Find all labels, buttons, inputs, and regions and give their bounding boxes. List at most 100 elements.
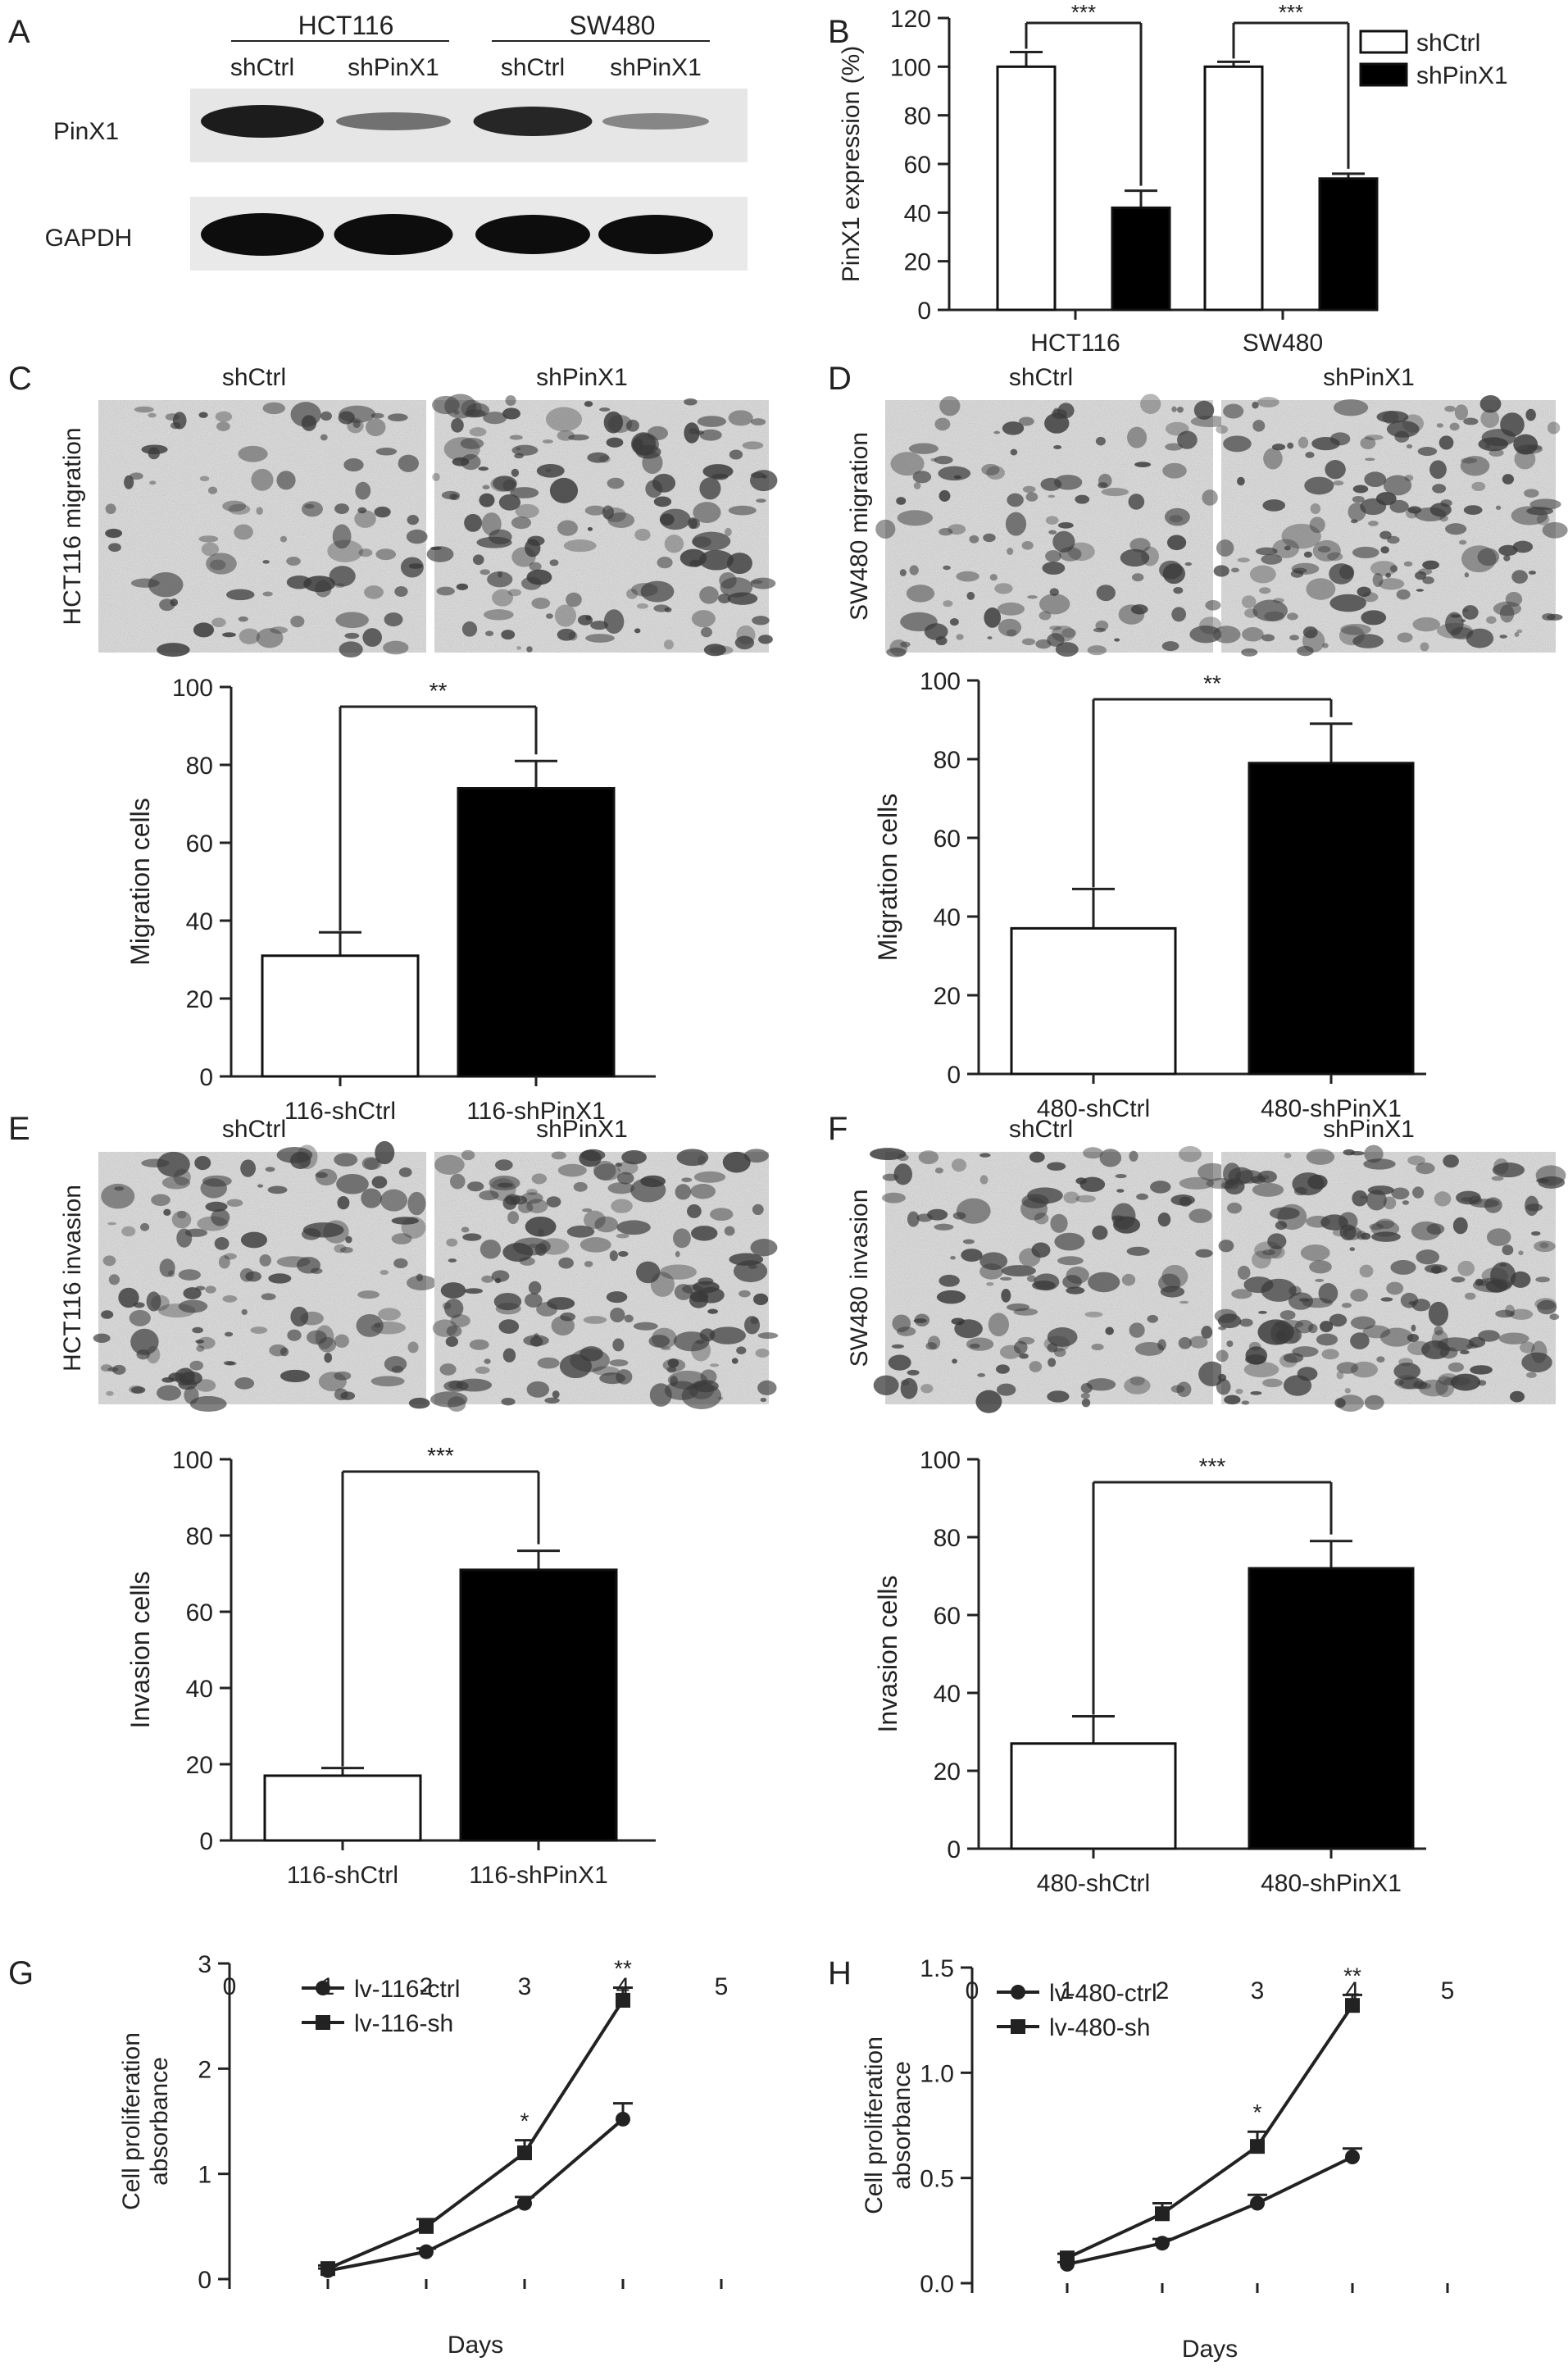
cell-blob bbox=[1398, 1358, 1414, 1367]
cell-blob bbox=[557, 520, 578, 536]
cell-blob bbox=[1333, 480, 1344, 486]
cell-blob bbox=[899, 569, 907, 576]
cell-blob bbox=[393, 1258, 408, 1269]
cell-blob bbox=[280, 1369, 311, 1383]
y-tick-label: 60 bbox=[186, 1599, 213, 1627]
cell-blob bbox=[1095, 436, 1106, 446]
cell-blob bbox=[276, 471, 296, 490]
cell-blob bbox=[1443, 1154, 1459, 1168]
cell-blob bbox=[434, 1154, 465, 1175]
cell-blob bbox=[507, 589, 522, 597]
point-marker bbox=[320, 2261, 335, 2277]
cell-blob bbox=[554, 604, 576, 627]
cell-blob bbox=[893, 1163, 912, 1185]
cell-blob bbox=[1218, 1326, 1226, 1331]
cell-blob bbox=[536, 463, 565, 478]
cell-blob bbox=[202, 1175, 232, 1187]
cell-blob bbox=[722, 1151, 751, 1173]
cell-blob bbox=[1002, 421, 1025, 435]
cell-blob bbox=[724, 1226, 735, 1236]
cell-blob bbox=[1334, 398, 1369, 416]
cell-blob bbox=[557, 1163, 587, 1177]
cell-blob bbox=[345, 1235, 352, 1244]
cell-blob bbox=[1530, 1340, 1548, 1363]
cell-blob bbox=[753, 1293, 769, 1305]
point-marker bbox=[616, 1992, 630, 2008]
cell-blob bbox=[466, 1181, 484, 1192]
cell-blob bbox=[695, 430, 704, 435]
cell-blob bbox=[1010, 448, 1018, 456]
cell-blob bbox=[501, 1397, 516, 1406]
cell-blob bbox=[290, 402, 321, 427]
cell-blob bbox=[1091, 1344, 1104, 1351]
cell-blob bbox=[528, 1281, 542, 1294]
cell-blob bbox=[966, 591, 975, 600]
cell-blob bbox=[583, 1316, 607, 1324]
cell-blob bbox=[222, 500, 247, 512]
cell-blob bbox=[1115, 1173, 1127, 1179]
cell-blob bbox=[497, 1182, 514, 1188]
cell-blob bbox=[262, 591, 273, 597]
x-tick-label: 480-shPinX1 bbox=[1261, 1095, 1402, 1122]
cell-blob bbox=[1352, 546, 1379, 559]
cell-blob bbox=[234, 1377, 255, 1390]
cell-blob bbox=[195, 1379, 216, 1392]
cell-blob bbox=[1542, 521, 1568, 539]
cell-blob bbox=[176, 1210, 187, 1219]
cell-blob bbox=[1310, 503, 1321, 514]
cell-blob bbox=[370, 1376, 405, 1387]
cell-blob bbox=[1336, 1395, 1364, 1412]
panel-letter-C: C bbox=[8, 361, 32, 397]
x-tick-label: 4 bbox=[1346, 1977, 1360, 2004]
y-tick-label: 1.5 bbox=[920, 1955, 954, 1982]
bar bbox=[459, 1568, 618, 1842]
cell-blob bbox=[1161, 641, 1179, 652]
cell-blob bbox=[1095, 620, 1109, 631]
cell-blob bbox=[580, 1149, 606, 1162]
micrograph-shpinx1 bbox=[429, 1149, 779, 1413]
cell-blob bbox=[666, 1366, 677, 1373]
cell-blob bbox=[482, 485, 490, 489]
cell-blob bbox=[703, 644, 726, 657]
cell-blob bbox=[1129, 1150, 1139, 1162]
cell-blob bbox=[1461, 605, 1479, 620]
cell-blob bbox=[1029, 1361, 1043, 1372]
y-tick-label: 100 bbox=[172, 1447, 213, 1474]
cell-blob bbox=[607, 1182, 635, 1194]
point-marker bbox=[517, 2195, 532, 2211]
cell-blob bbox=[1485, 444, 1491, 448]
cell-blob bbox=[320, 411, 332, 421]
cell-blob bbox=[1526, 1372, 1537, 1378]
cell-blob bbox=[371, 1176, 388, 1189]
cell-blob bbox=[391, 1365, 404, 1374]
cell-blob bbox=[159, 598, 175, 612]
cell-blob bbox=[1022, 638, 1036, 646]
bar bbox=[261, 954, 420, 1078]
cell-blob bbox=[375, 447, 398, 456]
cell-blob bbox=[1098, 473, 1112, 488]
cell-blob bbox=[653, 496, 672, 507]
cell-blob bbox=[108, 1274, 120, 1285]
cell-blob bbox=[1178, 1146, 1202, 1162]
cell-blob bbox=[699, 477, 721, 500]
cell-blob bbox=[1290, 570, 1304, 578]
y-tick-label: 1.0 bbox=[920, 2060, 954, 2087]
cell-blob bbox=[1466, 628, 1494, 648]
cell-blob bbox=[659, 508, 691, 530]
cell-blob bbox=[394, 586, 408, 597]
cell-blob bbox=[1468, 1195, 1483, 1205]
cell-blob bbox=[391, 1217, 420, 1225]
cell-blob bbox=[1400, 1292, 1419, 1308]
cell-blob bbox=[1007, 1303, 1030, 1312]
cell-blob bbox=[1083, 1147, 1103, 1159]
cell-blob bbox=[1407, 1333, 1419, 1342]
cell-blob bbox=[146, 1291, 161, 1312]
cell-blob bbox=[1549, 1313, 1560, 1321]
cell-blob bbox=[552, 1390, 560, 1399]
cell-blob bbox=[593, 1163, 621, 1181]
cell-blob bbox=[1311, 437, 1340, 451]
cell-blob bbox=[1349, 1247, 1356, 1252]
cell-blob bbox=[250, 1326, 268, 1334]
cell-blob bbox=[407, 1341, 419, 1354]
cell-blob bbox=[398, 1167, 412, 1177]
